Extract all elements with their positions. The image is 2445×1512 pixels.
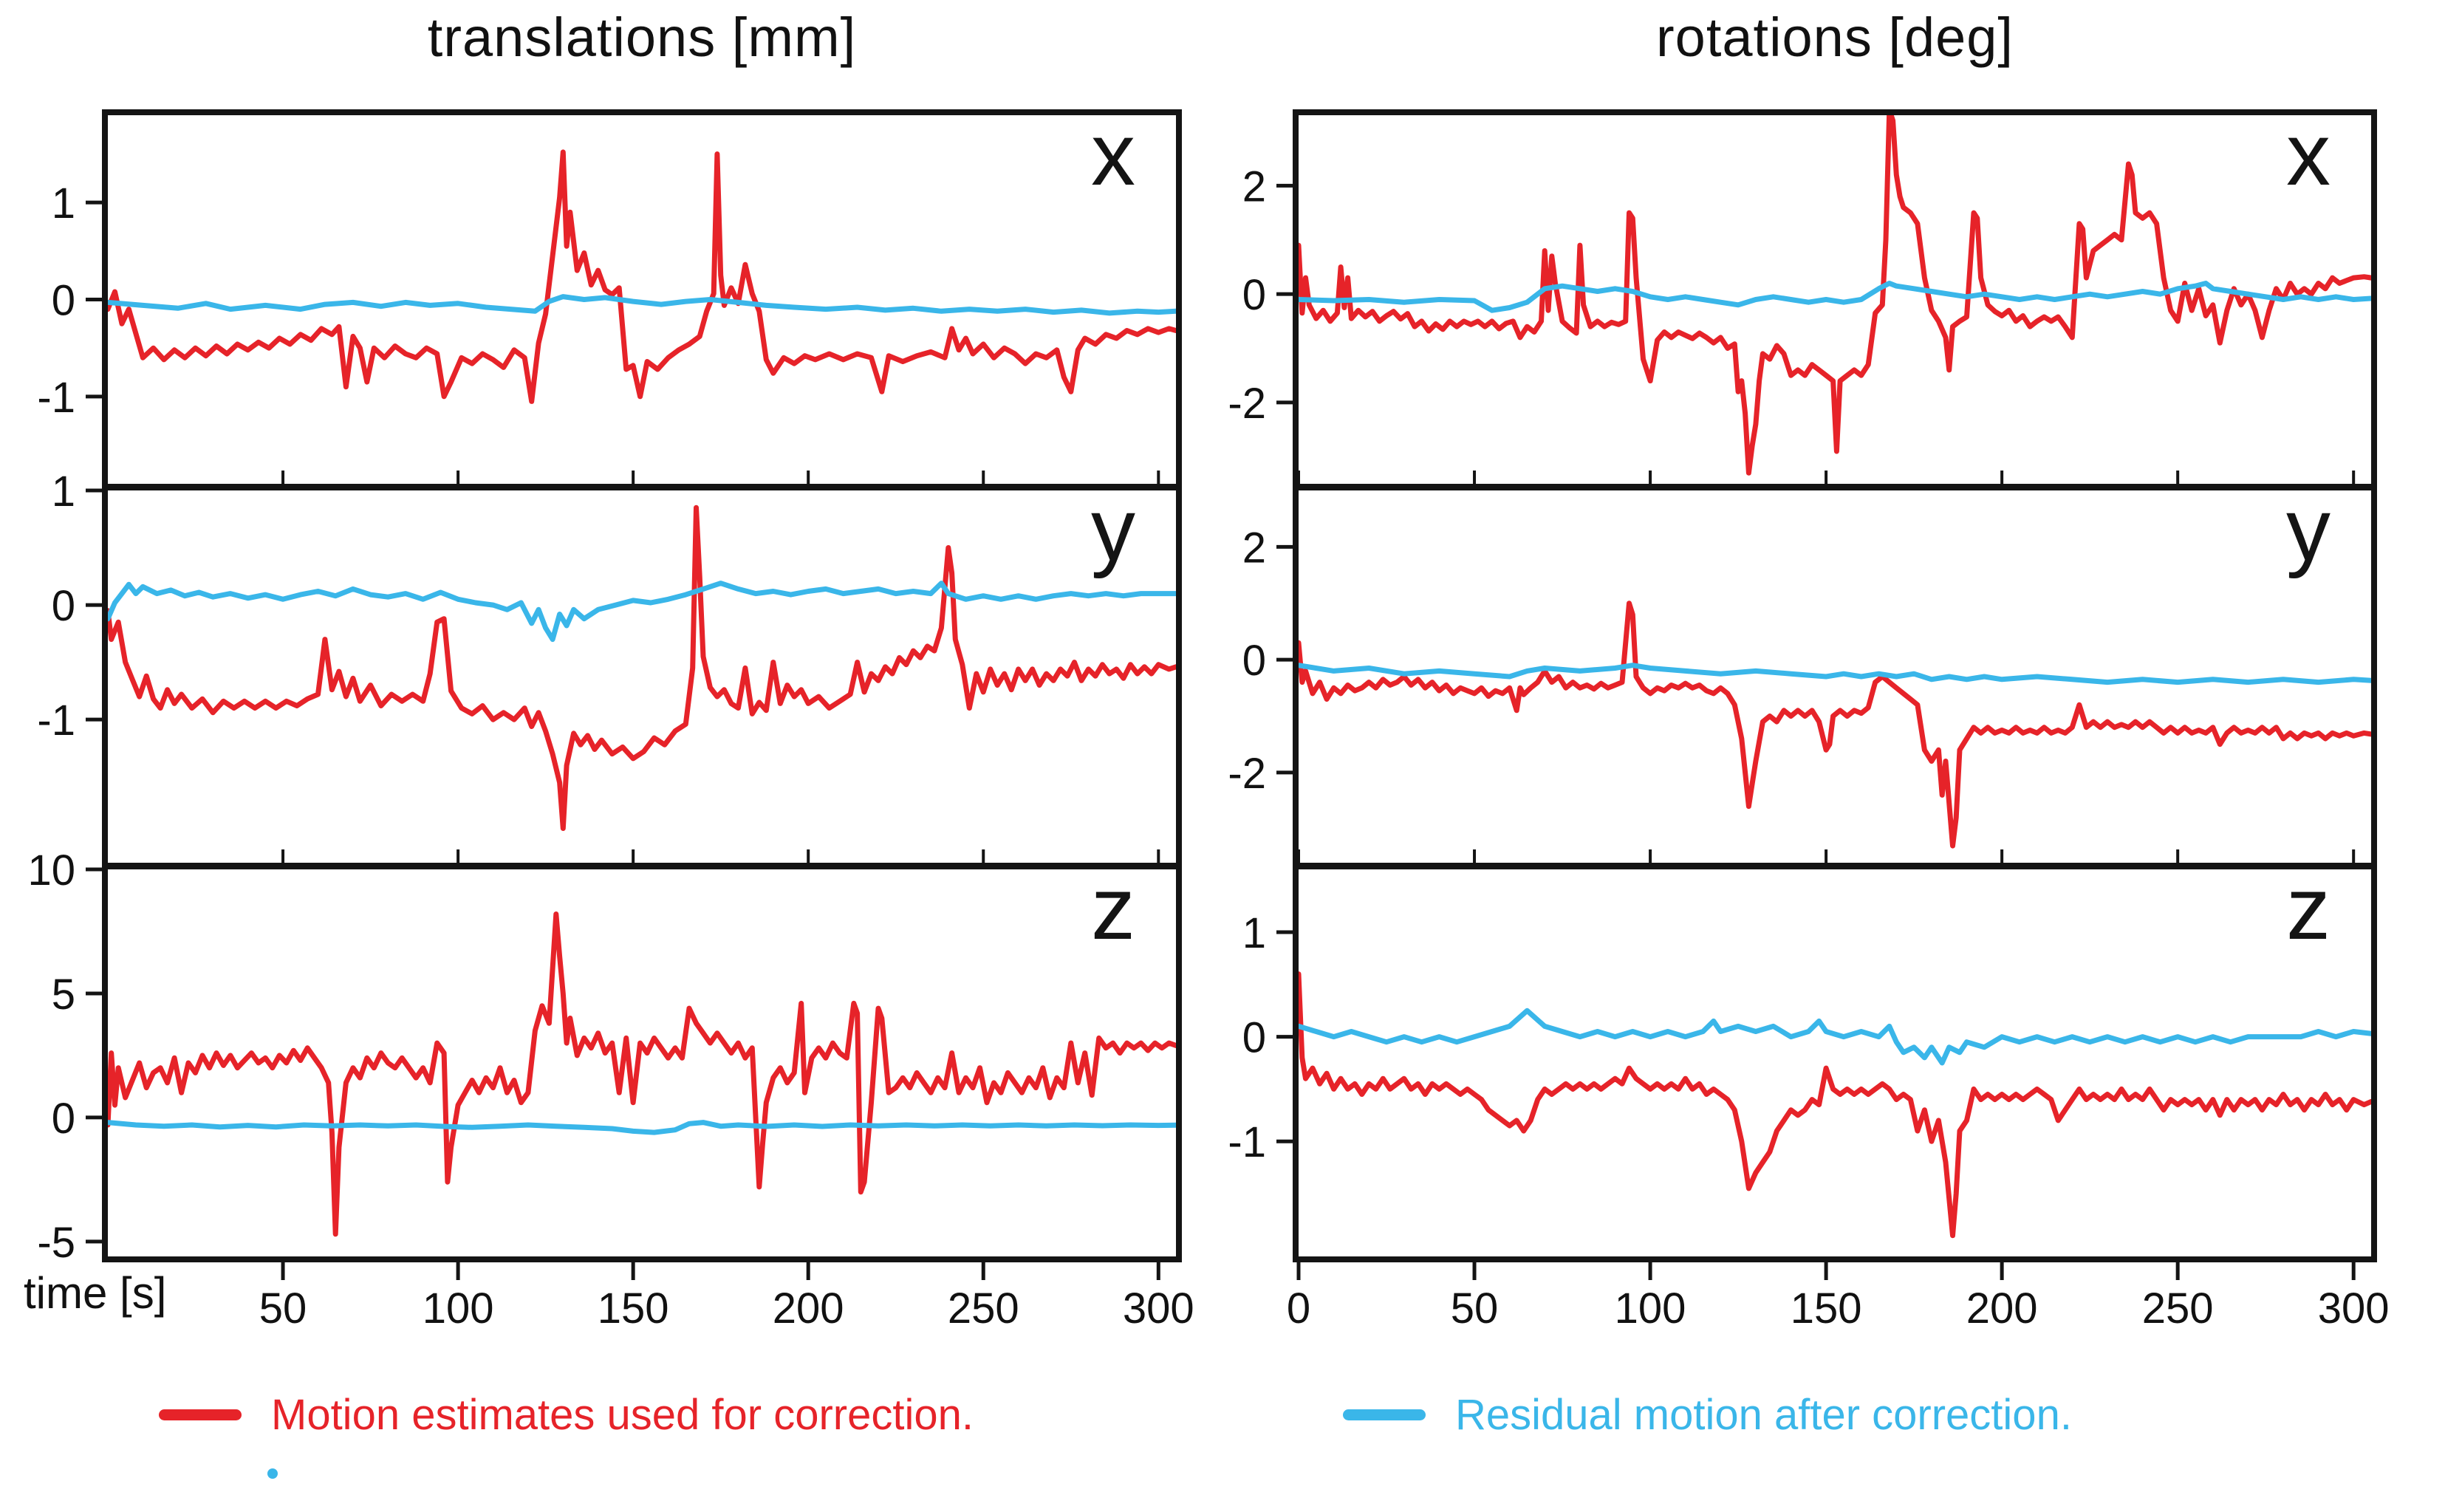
y-tick-label: 0 [52, 1095, 75, 1143]
x-tick-label: 50 [1451, 1284, 1499, 1333]
y-tick-label: 1 [52, 468, 75, 516]
x-tick-label: 250 [2142, 1284, 2214, 1333]
x-tick-label: 150 [1791, 1284, 1862, 1333]
y-tick-label: 0 [1242, 1014, 1266, 1062]
panel-axis-letter: x [2286, 105, 2331, 204]
plot-translations-x: 1 0 -1 [37, 149, 1176, 484]
y-tick-label: 5 [52, 971, 75, 1019]
series-motion-ry [1299, 601, 2371, 849]
series-motion-tx [108, 149, 1176, 404]
x-tick-label: 100 [1615, 1284, 1686, 1333]
right-column-title: rotations [deg] [1656, 7, 2014, 68]
series-motion-rz [1299, 971, 2371, 1239]
y-tick-label: -1 [37, 697, 75, 745]
panel-rotations-z: 1 0 -1 0 50 100 150 200 250 300 z [1228, 859, 2389, 1333]
legend-label-residual: Residual motion after correction. [1455, 1391, 2072, 1439]
series-residual-rz [1299, 1008, 2371, 1066]
stray-dot-mark [267, 1468, 278, 1479]
legend-item-residual: Residual motion after correction. [1343, 1390, 2072, 1440]
x-tick-label: 200 [1966, 1284, 2038, 1333]
y-tick-label: 10 [27, 846, 75, 894]
plot-rotations-x: 2 0 -2 [1228, 115, 2371, 484]
y-tick-label: -1 [37, 374, 75, 422]
plot-translations-y: 1 0 -1 [37, 468, 1176, 863]
y-tick-label: -5 [37, 1219, 75, 1267]
y-tick-label: 0 [52, 277, 75, 325]
y-tick-label: 0 [1242, 271, 1266, 319]
panel-translations-y: 1 0 -1 y [37, 468, 1182, 869]
panel-translations-z: 10 5 0 -5 50 100 150 200 250 300 z [27, 846, 1194, 1333]
series-motion-rx [1299, 115, 2371, 476]
panel-rotations-y: 2 0 -2 y [1228, 480, 2377, 869]
x-tick-label: 300 [2318, 1284, 2390, 1333]
left-column-title: translations [mm] [427, 7, 857, 68]
y-tick-label: -1 [1228, 1118, 1266, 1166]
series-residual-rx [1299, 281, 2371, 313]
y-tick-label: 1 [1242, 909, 1266, 957]
panel-translations-x: 1 0 -1 x [37, 105, 1182, 490]
series-residual-ty [108, 581, 1176, 643]
x-tick-label: 0 [1287, 1284, 1310, 1333]
x-tick-label: 150 [598, 1284, 669, 1333]
panel-rotations-x: 2 0 -2 x [1228, 105, 2377, 490]
series-motion-tz [108, 911, 1176, 1237]
legend-label-motion: Motion estimates used for correction. [271, 1391, 974, 1439]
series-motion-ty [108, 504, 1176, 831]
y-tick-label: 0 [1242, 637, 1266, 685]
y-tick-label: 1 [52, 179, 75, 228]
plot-rotations-y: 2 0 -2 [1228, 524, 2371, 863]
legend-item-motion: Motion estimates used for correction. [159, 1390, 974, 1440]
series-residual-tx [108, 294, 1176, 316]
legend-swatch-motion [159, 1409, 242, 1420]
y-tick-label: 0 [52, 582, 75, 630]
y-tick-label: -2 [1228, 750, 1266, 798]
panel-axis-letter: y [1091, 480, 1135, 579]
y-tick-label: -2 [1228, 380, 1266, 428]
plot-rotations-z: 1 0 -1 0 50 100 150 200 250 300 [1228, 909, 2389, 1333]
legend-swatch-residual [1343, 1409, 1426, 1420]
y-tick-label: 2 [1242, 524, 1266, 572]
panel-axis-letter: y [2286, 480, 2331, 579]
x-tick-label: 50 [259, 1284, 307, 1333]
x-tick-label: 300 [1123, 1284, 1194, 1333]
panel-axis-letter: z [1091, 859, 1135, 958]
series-residual-tz [108, 1120, 1176, 1135]
x-tick-label: 200 [773, 1284, 844, 1333]
panel-axis-letter: z [2286, 859, 2331, 958]
y-tick-label: 2 [1242, 163, 1266, 211]
time-axis-label: time [s] [24, 1268, 167, 1318]
series-residual-ry [1299, 663, 2371, 685]
panel-axis-letter: x [1091, 105, 1135, 204]
x-tick-label: 250 [948, 1284, 1019, 1333]
x-tick-label: 100 [423, 1284, 494, 1333]
